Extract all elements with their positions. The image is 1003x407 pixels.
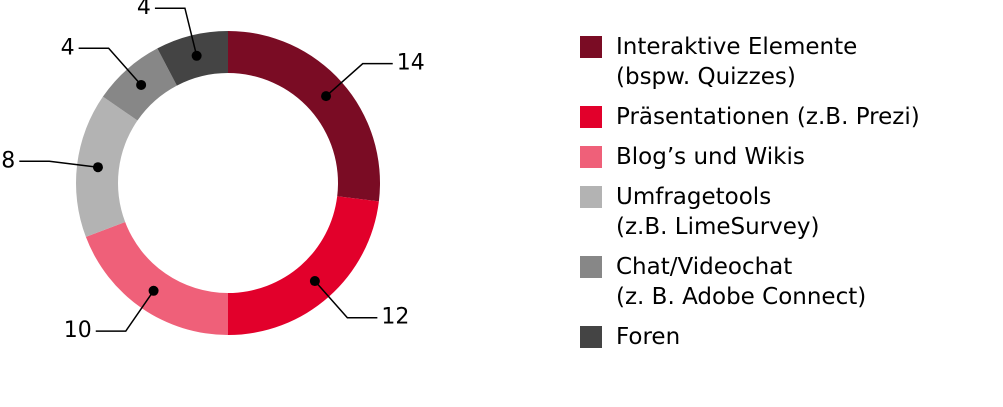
legend-item: Foren	[580, 322, 1000, 352]
leader-dot	[309, 276, 320, 287]
legend-swatch	[580, 256, 602, 278]
legend-label: Foren	[616, 324, 681, 350]
chart: 14 12 10 8 4 4	[1, 0, 425, 343]
data-label: 4	[61, 35, 75, 60]
leader-line	[78, 47, 142, 86]
data-label: 10	[64, 318, 92, 343]
data-label: 8	[1, 148, 15, 173]
legend-swatch	[580, 146, 602, 168]
data-label: 14	[397, 51, 425, 76]
legend-item: Präsentationen (z.B. Prezi)	[580, 102, 1000, 132]
legend-swatch	[580, 106, 602, 128]
data-label: 4	[137, 0, 151, 20]
legend-item: Chat/Videochat (z. B. Adobe Connect)	[580, 252, 1000, 312]
legend-label: Interaktive Elemente (bspw. Quizzes)	[616, 34, 858, 90]
leader-line	[154, 7, 198, 56]
leader-dot	[321, 91, 332, 102]
leader-line	[19, 160, 99, 168]
donut-segment	[85, 222, 228, 335]
legend-label: Blog’s und Wikis	[616, 144, 805, 170]
leader-dot	[136, 79, 147, 90]
legend-label: Umfragetools (z.B. LimeSurvey)	[616, 184, 820, 240]
donut-segment	[76, 96, 138, 237]
legend-item: Interaktive Elemente (bspw. Quizzes)	[580, 32, 1000, 92]
legend-item: Blog’s und Wikis	[580, 142, 1000, 172]
leader-line	[325, 62, 393, 97]
data-label: 12	[381, 305, 409, 330]
legend-label: Präsentationen (z.B. Prezi)	[616, 104, 920, 130]
legend-swatch	[580, 326, 602, 348]
leader-dot	[191, 50, 202, 61]
legend: Interaktive Elemente (bspw. Quizzes) Präs…	[580, 32, 1000, 362]
legend-swatch	[580, 186, 602, 208]
leader-line	[95, 290, 155, 332]
legend-item: Umfragetools (z.B. LimeSurvey)	[580, 182, 1000, 242]
leader-line	[314, 280, 378, 319]
donut-segment	[228, 31, 380, 202]
donut-segment	[228, 196, 379, 335]
leader-dot	[148, 285, 159, 296]
legend-swatch	[580, 36, 602, 58]
leader-dot	[92, 162, 103, 173]
legend-label: Chat/Videochat (z. B. Adobe Connect)	[616, 254, 867, 310]
